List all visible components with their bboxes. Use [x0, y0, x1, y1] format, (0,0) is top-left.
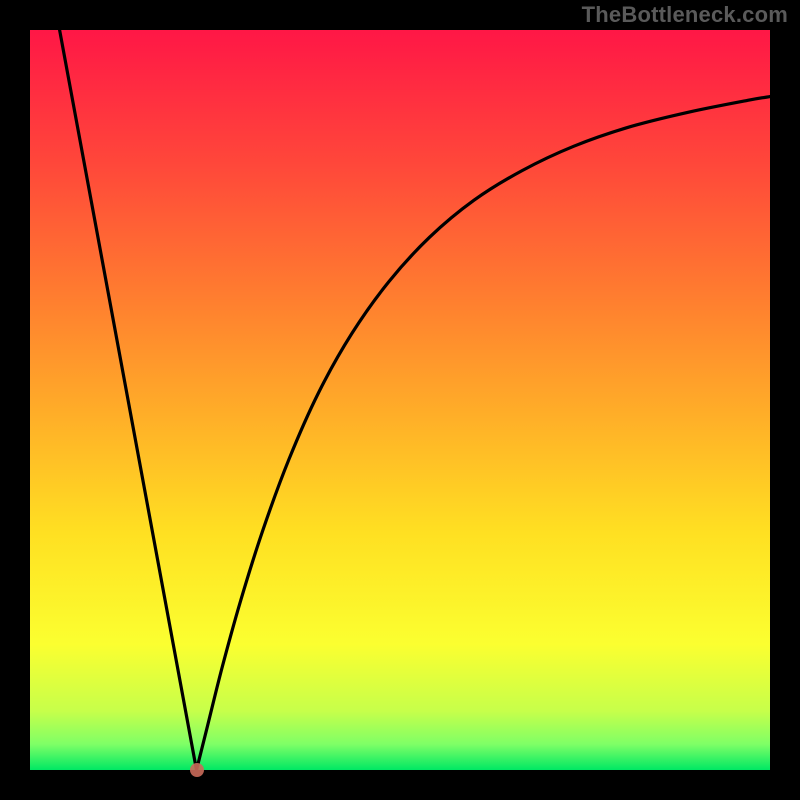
- minimum-marker-icon: [190, 763, 204, 777]
- chart-frame: TheBottleneck.com: [0, 0, 800, 800]
- plot-area: [30, 30, 770, 770]
- curve-svg: [30, 30, 770, 770]
- watermark-text: TheBottleneck.com: [582, 2, 788, 28]
- bottleneck-curve: [60, 30, 770, 770]
